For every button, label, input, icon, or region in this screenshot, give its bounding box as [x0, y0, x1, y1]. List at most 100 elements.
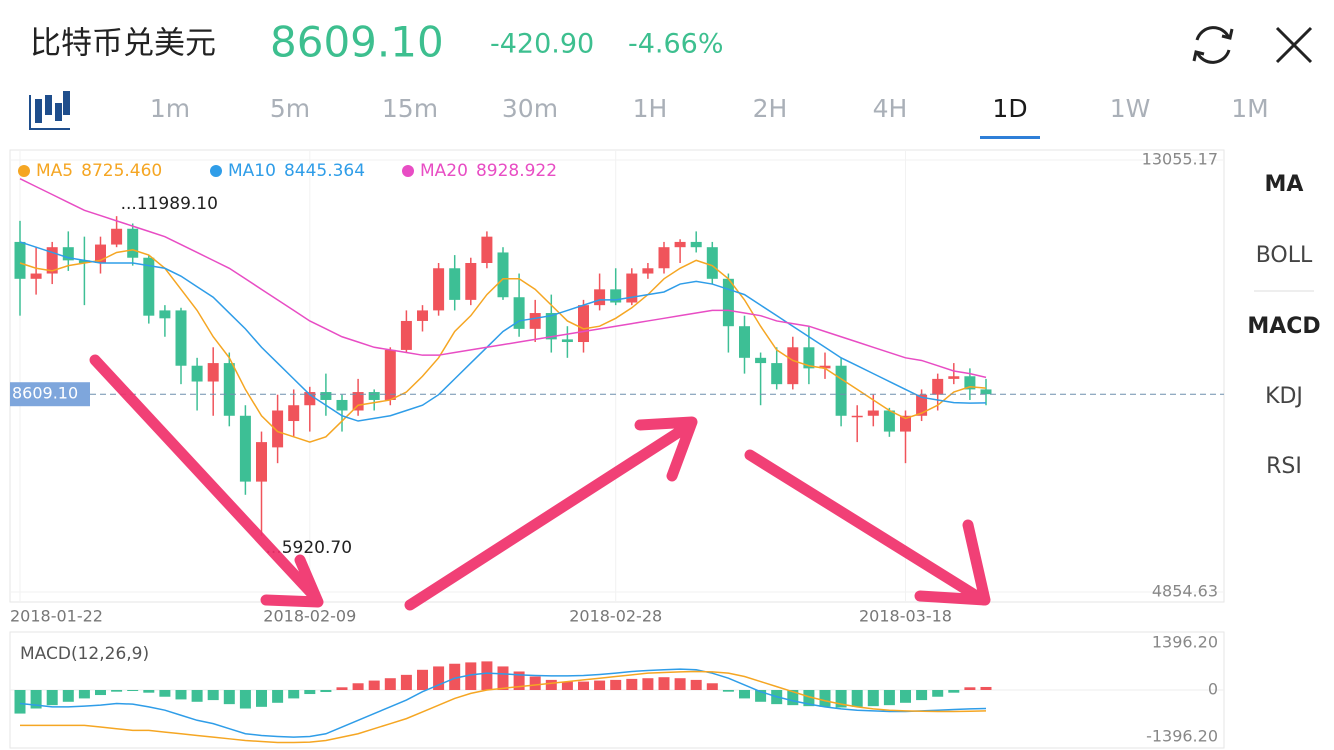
legend-dot	[402, 165, 414, 177]
macd-bar	[529, 676, 541, 690]
indicator-option[interactable]: KDJ	[1265, 384, 1303, 409]
macd-bar	[819, 690, 831, 707]
macd-bar	[465, 662, 477, 690]
candle-body	[722, 278, 734, 327]
candle-body	[352, 392, 364, 411]
candle-body	[384, 349, 396, 400]
extreme-label: ...5920.70	[266, 538, 353, 558]
candle-body	[465, 262, 477, 300]
candle-body	[336, 399, 348, 411]
candle-body	[578, 305, 589, 343]
macd-bar	[320, 690, 332, 693]
candle-body	[288, 405, 300, 422]
macd-bar	[207, 690, 219, 701]
candle-body	[223, 363, 235, 416]
candle-body	[368, 392, 380, 400]
candle-body	[127, 228, 139, 258]
macd-bar	[867, 690, 879, 707]
macd-bar	[417, 669, 428, 690]
macd-bar	[787, 690, 799, 706]
y-tick-label: 4854.63	[1152, 582, 1218, 601]
macd-bar	[642, 678, 654, 690]
candle-body	[239, 415, 251, 482]
macd-bar	[545, 679, 557, 690]
macd-bar	[159, 690, 171, 697]
candle-body	[111, 228, 123, 245]
timeframe-tab[interactable]: 1D	[992, 94, 1027, 123]
macd-bar	[175, 690, 187, 700]
timeframe-tab[interactable]: 1W	[1110, 94, 1151, 123]
candle-body	[706, 247, 718, 279]
candle-body	[30, 273, 42, 279]
candle-body	[626, 273, 638, 303]
candle-body	[739, 326, 750, 358]
macd-bar	[111, 690, 123, 692]
candle-body	[900, 415, 911, 432]
macd-bar	[658, 677, 670, 690]
macd-bar	[916, 690, 928, 701]
chart-type-icon[interactable]	[29, 91, 70, 130]
candle-body	[14, 241, 26, 279]
macd-bar	[690, 679, 702, 690]
candle-body	[529, 313, 541, 329]
timeframe-tab[interactable]: 2H	[753, 94, 788, 123]
candle-body	[545, 313, 557, 340]
extreme-label: ...11989.10	[121, 194, 218, 214]
candle-body	[755, 357, 767, 364]
macd-bar	[561, 681, 573, 690]
y-tick-label: 13055.17	[1142, 150, 1218, 169]
legend-dot	[18, 165, 30, 177]
ma-line	[19, 249, 987, 443]
macd-bar	[30, 690, 42, 709]
last-price-label: 8609.10	[12, 384, 78, 403]
macd-bar	[755, 690, 767, 702]
candle-body	[46, 247, 58, 274]
timeframe-tab[interactable]: 5m	[270, 94, 310, 123]
legend-value: 8725.460	[81, 161, 162, 181]
macd-bar	[594, 680, 606, 690]
timeframe-tab[interactable]: 1M	[1231, 94, 1268, 123]
refresh-button[interactable]	[1192, 26, 1234, 64]
ma-line	[19, 178, 987, 379]
candle-body	[867, 410, 879, 416]
candle-body	[883, 410, 895, 432]
x-tick-label: 2018-02-28	[569, 607, 662, 626]
macd-bar	[336, 687, 348, 690]
macd-bar	[223, 690, 235, 705]
candle-body	[95, 244, 106, 263]
macd-bar	[384, 678, 396, 690]
candle-body	[159, 310, 171, 319]
macd-bar	[304, 690, 316, 695]
candle-body	[690, 241, 702, 248]
candle-body	[594, 289, 606, 306]
macd-bar	[932, 690, 944, 697]
indicator-option[interactable]: MA	[1265, 172, 1304, 197]
indicator-option[interactable]: BOLL	[1256, 243, 1313, 268]
x-tick-label: 2018-02-09	[263, 607, 356, 626]
timeframe-tab[interactable]: 1H	[633, 94, 668, 123]
timeframe-tab[interactable]: 30m	[502, 94, 558, 123]
macd-bar	[851, 690, 863, 707]
pair-title: 比特币兑美元	[30, 26, 216, 62]
timeframe-tab[interactable]: 1m	[150, 94, 190, 123]
candle-body	[320, 392, 332, 400]
macd-bar	[883, 690, 895, 706]
indicator-option[interactable]: RSI	[1266, 454, 1302, 479]
close-button[interactable]	[1275, 26, 1313, 64]
indicator-option[interactable]: MACD	[1247, 314, 1320, 339]
timeframe-tab[interactable]: 4H	[873, 94, 908, 123]
timeframe-tab[interactable]: 15m	[382, 94, 438, 123]
macd-bar	[706, 683, 718, 690]
change: -420.90	[490, 29, 594, 60]
macd-bar	[62, 690, 74, 702]
macd-bar	[948, 690, 960, 693]
candle-body	[191, 365, 203, 382]
macd-bar	[803, 690, 815, 707]
candle-body	[78, 260, 90, 263]
candle-body	[642, 268, 654, 274]
macd-bar	[95, 690, 106, 696]
macd-bar	[368, 680, 380, 690]
macd-bar	[127, 690, 139, 692]
macd-bar	[143, 690, 155, 693]
macd-title: MACD(12,26,9)	[20, 644, 149, 664]
